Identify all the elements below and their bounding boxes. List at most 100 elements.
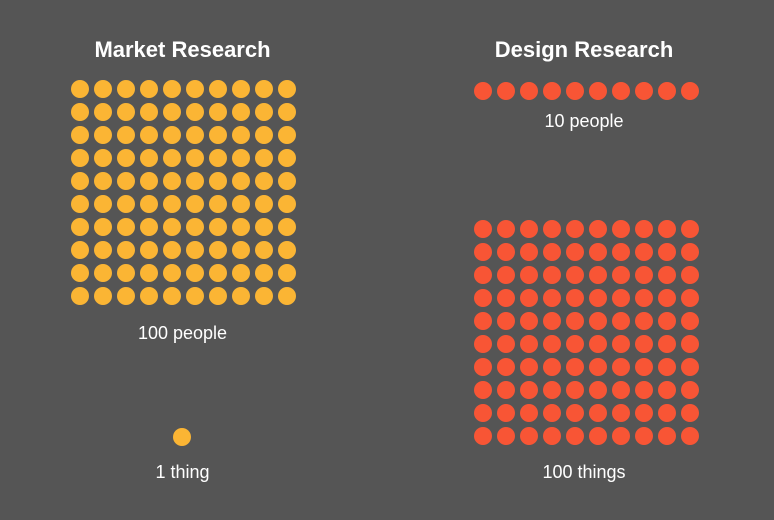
market-research-people-dot <box>232 172 250 190</box>
design-research-things-dot <box>474 243 492 261</box>
market-research-people-dot <box>163 218 181 236</box>
market-research-people-dot <box>71 172 89 190</box>
design-research-things-dot <box>658 289 676 307</box>
design-research-things-dot <box>566 381 584 399</box>
market-research-people-dot <box>255 264 273 282</box>
market-research-people-dot <box>186 195 204 213</box>
market-research-people-dot <box>94 264 112 282</box>
design-research-things-dot <box>497 427 515 445</box>
market-research-things-label: 1 thing <box>155 462 210 482</box>
market-research-people-dot <box>117 172 135 190</box>
market-research-people-dot <box>94 172 112 190</box>
design-research-things-dot <box>635 335 653 353</box>
market-research-people-dot <box>71 195 89 213</box>
design-research-things-dot <box>543 220 561 238</box>
design-research-things-dot <box>474 335 492 353</box>
design-research-things-dot <box>658 312 676 330</box>
design-research-things-dot <box>543 289 561 307</box>
design-research-things-dot <box>612 427 630 445</box>
design-research-things-dot <box>520 220 538 238</box>
market-research-people-dot <box>71 218 89 236</box>
market-research-people-dot <box>209 172 227 190</box>
design-research-people-dot <box>681 82 699 100</box>
design-research-things-dot <box>612 266 630 284</box>
market-research-people-dot <box>163 103 181 121</box>
market-research-people-dot <box>232 241 250 259</box>
design-research-things-dot <box>589 266 607 284</box>
design-research-people-dot <box>474 82 492 100</box>
market-research-people-dot <box>232 218 250 236</box>
market-research-people-dot <box>186 264 204 282</box>
market-research-people-dot <box>117 126 135 144</box>
design-research-things-dot <box>635 312 653 330</box>
design-research-things-dot <box>658 404 676 422</box>
design-research-people-dot <box>497 82 515 100</box>
design-research-things-dot <box>497 381 515 399</box>
design-research-things-dot <box>497 266 515 284</box>
market-research-people-dot <box>255 172 273 190</box>
design-research-things-dot <box>566 427 584 445</box>
market-research-people-dot <box>163 287 181 305</box>
market-research-people-dot <box>209 195 227 213</box>
market-research-people-dot <box>278 218 296 236</box>
design-research-things-dot <box>566 289 584 307</box>
market-research-people-dot <box>278 126 296 144</box>
design-research-things-dot <box>681 427 699 445</box>
design-research-things-dot <box>566 266 584 284</box>
design-research-people-dot <box>543 82 561 100</box>
design-research-things-dot <box>658 427 676 445</box>
market-research-people-dot <box>278 80 296 98</box>
market-research-people-dot <box>163 126 181 144</box>
design-research-things-dot <box>543 335 561 353</box>
design-research-things-dot <box>681 220 699 238</box>
design-research-things-dot <box>520 358 538 376</box>
design-research-things-dot <box>612 220 630 238</box>
design-research-things-dot <box>497 220 515 238</box>
market-research-people-dot <box>71 264 89 282</box>
design-research-things-dot <box>520 335 538 353</box>
design-research-things-dot <box>658 220 676 238</box>
design-research-things-dot <box>474 358 492 376</box>
design-research-things-dot <box>658 243 676 261</box>
design-research-things-dot <box>612 289 630 307</box>
design-research-things-dot <box>658 335 676 353</box>
market-research-people-dot <box>232 195 250 213</box>
design-research-things-dot <box>589 381 607 399</box>
design-research-things-dot <box>635 381 653 399</box>
design-research-things-dot <box>589 358 607 376</box>
design-research-things-dot <box>681 358 699 376</box>
design-research-things-dot <box>589 404 607 422</box>
market-research-people-dot <box>186 241 204 259</box>
design-research-people-label: 10 people <box>544 111 624 131</box>
design-research-things-dot <box>658 266 676 284</box>
design-research-things-dot <box>566 243 584 261</box>
market-research-people-dot <box>232 80 250 98</box>
market-research-people-dot <box>186 103 204 121</box>
design-research-things-dot <box>566 335 584 353</box>
market-research-people-dot <box>163 241 181 259</box>
market-research-people-dot <box>163 80 181 98</box>
design-research-things-dot <box>474 381 492 399</box>
market-research-people-dot <box>186 218 204 236</box>
design-research-people-dot <box>566 82 584 100</box>
market-research-people-dot <box>255 103 273 121</box>
market-research-people-dot <box>186 126 204 144</box>
design-research-things-dot <box>474 220 492 238</box>
market-research-people-dot <box>232 149 250 167</box>
market-research-people-dot <box>209 149 227 167</box>
market-research-people-dot <box>232 103 250 121</box>
design-research-things-dot <box>589 427 607 445</box>
design-research-things-dot <box>635 427 653 445</box>
market-research-people-grid <box>71 80 296 305</box>
design-research-things-dot <box>497 312 515 330</box>
design-research-things-dot <box>520 381 538 399</box>
market-research-people-dot <box>71 241 89 259</box>
market-research-people-dot <box>140 218 158 236</box>
market-research-people-dot <box>140 287 158 305</box>
design-research-things-dot <box>612 381 630 399</box>
market-research-people-dot <box>186 172 204 190</box>
design-research-things-dot <box>543 358 561 376</box>
market-research-people-dot <box>140 126 158 144</box>
design-research-things-dot <box>474 289 492 307</box>
market-research-people-dot <box>163 195 181 213</box>
